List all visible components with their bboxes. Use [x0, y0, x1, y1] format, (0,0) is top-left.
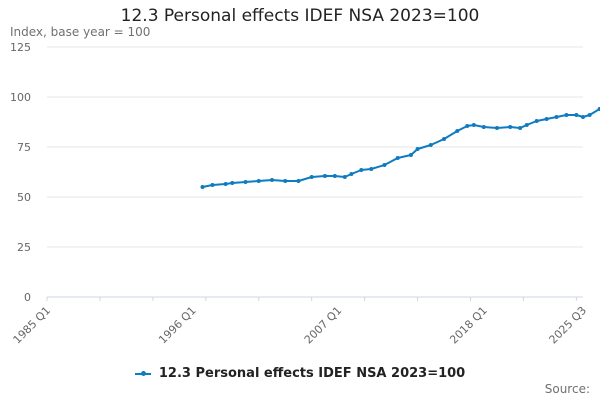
source-label: Source:	[544, 382, 590, 396]
y-tick-label: 125	[10, 41, 31, 54]
data-point	[415, 147, 420, 151]
data-point	[481, 125, 486, 129]
data-point	[269, 178, 274, 182]
data-point	[508, 125, 513, 129]
legend[interactable]: 12.3 Personal effects IDEF NSA 2023=100	[0, 366, 600, 381]
y-tick-label: 100	[10, 91, 31, 104]
data-point	[442, 137, 447, 141]
data-point	[395, 156, 400, 160]
data-point	[524, 123, 529, 127]
data-point	[349, 172, 354, 176]
data-point	[408, 153, 413, 157]
y-tick-label: 0	[24, 291, 31, 304]
data-point	[200, 185, 205, 189]
y-tick-label: 25	[17, 241, 31, 254]
series-line	[202, 107, 600, 188]
x-tick-label: 2018 Q1	[447, 304, 490, 347]
chart-title: 12.3 Personal effects IDEF NSA 2023=100	[120, 6, 480, 26]
legend-label: 12.3 Personal effects IDEF NSA 2023=100	[158, 366, 466, 381]
data-point	[230, 181, 235, 185]
data-point	[465, 124, 470, 128]
data-point	[587, 113, 592, 117]
data-point	[256, 179, 261, 183]
data-point	[309, 175, 314, 179]
x-tick-label: 1985 Q1	[11, 304, 54, 347]
y-tick-label: 75	[17, 141, 31, 154]
data-point	[518, 126, 523, 130]
data-point	[534, 119, 539, 123]
data-point	[471, 123, 476, 127]
data-point	[210, 183, 215, 187]
data-point	[455, 129, 460, 133]
data-point	[564, 113, 569, 117]
data-point	[359, 168, 364, 172]
data-point	[494, 126, 499, 130]
y-axis-label: Index, base year = 100	[10, 25, 151, 39]
data-point	[574, 113, 579, 117]
data-point	[296, 179, 301, 183]
data-point	[283, 179, 288, 183]
x-tick-label: 2007 Q1	[302, 304, 345, 347]
x-tick-label: 2025 Q3	[547, 304, 590, 347]
data-point	[322, 174, 327, 178]
data-point	[342, 175, 347, 179]
data-point	[382, 163, 387, 167]
data-point	[243, 180, 248, 184]
data-point	[554, 115, 559, 119]
data-point	[369, 167, 374, 171]
legend-line-icon	[134, 370, 151, 376]
data-point	[597, 107, 600, 111]
y-tick-label: 50	[17, 191, 31, 204]
data-point	[544, 117, 549, 121]
data-point	[332, 174, 337, 178]
x-tick-label: 1996 Q1	[156, 304, 199, 347]
data-point	[581, 115, 585, 119]
data-point	[223, 182, 228, 186]
data-point	[428, 143, 433, 147]
